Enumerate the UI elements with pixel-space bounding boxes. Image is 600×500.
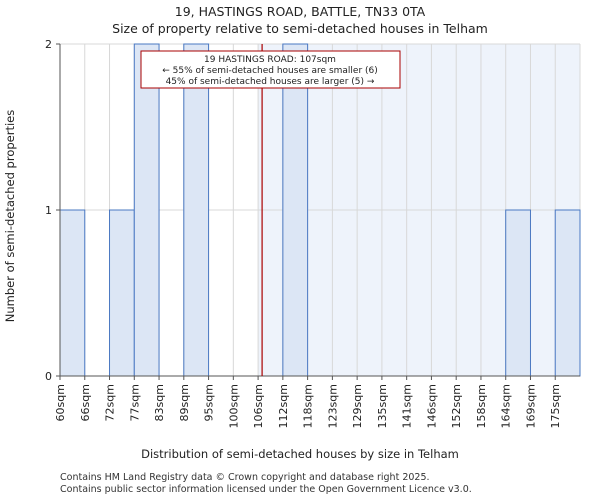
annotation-box: 19 HASTINGS ROAD: 107sqm ← 55% of semi-d… <box>140 50 401 89</box>
x-tick-label: 66sqm <box>79 384 92 421</box>
x-tick-label: 135sqm <box>376 384 389 428</box>
x-tick-label: 141sqm <box>401 384 414 428</box>
x-tick-label: 169sqm <box>524 384 537 428</box>
x-tick-label: 123sqm <box>326 384 339 428</box>
x-tick-label: 175sqm <box>549 384 562 428</box>
x-tick-label: 129sqm <box>351 384 364 428</box>
x-tick-label: 164sqm <box>500 384 513 428</box>
x-tick-label: 158sqm <box>475 384 488 428</box>
y-tick-label: 0 <box>45 370 52 383</box>
bar-112sqm <box>282 43 309 377</box>
x-axis-label: Distribution of semi-detached houses by … <box>141 447 459 461</box>
x-tick-label: 152sqm <box>450 384 463 428</box>
x-tick-label: 83sqm <box>153 384 166 421</box>
bar-60sqm <box>59 209 86 377</box>
x-tick-label: 118sqm <box>302 384 315 428</box>
x-tick-label: 146sqm <box>425 384 438 428</box>
y-axis-label: Number of semi-detached properties <box>3 110 17 322</box>
x-tick-label: 95sqm <box>203 384 216 421</box>
y-tick-label: 2 <box>45 38 52 51</box>
bar-72sqm <box>109 209 135 377</box>
annotation-line2: ← 55% of semi-detached houses are smalle… <box>162 66 378 76</box>
chart-title: 19, HASTINGS ROAD, BATTLE, TN33 0TA <box>174 4 426 19</box>
bar-77sqm <box>133 43 160 377</box>
bar-164sqm <box>505 209 531 377</box>
x-tick-label: 100sqm <box>227 384 240 428</box>
x-tick-label: 106sqm <box>252 384 265 428</box>
ticks-layer: 0 1 2 60sqm 66sqm 72sqm 77sqm 83sqm 89sqm 95sqm 10… <box>45 38 562 428</box>
x-tick-label: 77sqm <box>128 384 141 421</box>
footer-line1: Contains HM Land Registry data © Crown c… <box>60 472 430 483</box>
bars-layer <box>59 43 581 377</box>
x-tick-label: 112sqm <box>277 384 290 428</box>
x-tick-label: 72sqm <box>104 384 117 421</box>
footer-line2: Contains public sector information licen… <box>60 484 472 495</box>
y-tick-label: 1 <box>45 204 52 217</box>
chart-subtitle: Size of property relative to semi-detach… <box>112 21 488 36</box>
annotation-line1: 19 HASTINGS ROAD: 107sqm <box>204 55 336 65</box>
annotation-line3: 45% of semi-detached houses are larger (… <box>166 77 375 87</box>
x-tick-label: 60sqm <box>54 384 67 421</box>
bar-175sqm <box>554 209 581 377</box>
bar-89sqm <box>183 43 210 377</box>
annotation-rect <box>140 50 401 89</box>
x-tick-label: 89sqm <box>178 384 191 421</box>
